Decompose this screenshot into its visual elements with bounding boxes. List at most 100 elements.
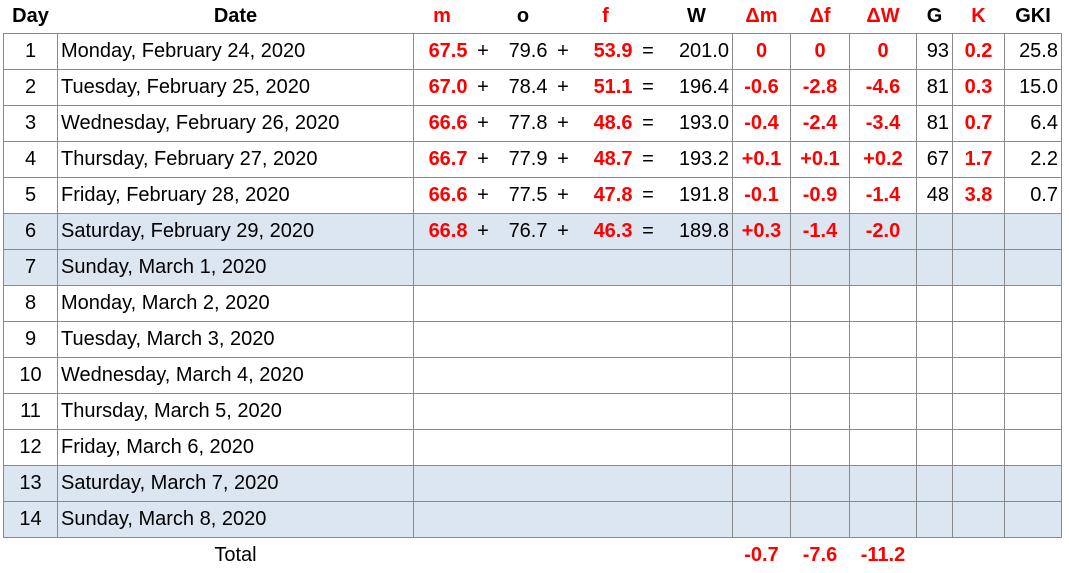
- cell: 2: [3, 69, 58, 106]
- cell: +: [550, 177, 576, 214]
- cell: +0.3: [732, 213, 791, 250]
- header-cell: K: [971, 5, 986, 27]
- cell: Saturday, February 29, 2020: [57, 213, 414, 250]
- cell: -1.4: [849, 177, 917, 214]
- cell: Sunday, March 1, 2020: [57, 249, 414, 286]
- total-row: Total -0.7 -7.6 -11.2: [4, 538, 1062, 573]
- cell: [470, 357, 496, 394]
- cell: 5: [3, 177, 58, 214]
- cell: -0.9: [790, 177, 850, 214]
- cell: =: [635, 141, 661, 178]
- cell: 11: [3, 393, 58, 430]
- cell: [849, 285, 917, 322]
- cell: 66.6: [413, 105, 471, 142]
- cell: [660, 249, 733, 286]
- cell: 14: [3, 501, 58, 538]
- header-cell: Date: [213, 5, 258, 27]
- table-row: 8 Monday, March 2, 2020: [3, 285, 1062, 322]
- cell: 81: [916, 69, 953, 106]
- cell: [952, 285, 1005, 322]
- cell: [550, 357, 576, 394]
- total-cell: [661, 538, 733, 573]
- cell: [952, 429, 1005, 466]
- total-cell: [953, 538, 1005, 573]
- cell: 196.4: [660, 69, 733, 106]
- cell: 79.6: [495, 33, 551, 70]
- cell: 93: [916, 33, 953, 70]
- total-cell: -11.2: [860, 543, 906, 566]
- cell: [495, 393, 551, 430]
- cell: [660, 501, 733, 538]
- cell: [1004, 285, 1062, 322]
- cell: 201.0: [660, 33, 733, 70]
- cell: Monday, February 24, 2020: [57, 33, 414, 70]
- cell: Tuesday, February 25, 2020: [57, 69, 414, 106]
- cell: [952, 249, 1005, 286]
- header-cell: Δf: [809, 5, 831, 27]
- cell: 0: [790, 33, 850, 70]
- cell: =: [635, 213, 661, 250]
- total-cell: -7.6: [802, 543, 838, 566]
- header-cell: [636, 0, 661, 34]
- cell: [635, 465, 661, 502]
- header-row: Day Date m o f W Δm Δf ΔW G K GKI: [4, 0, 1062, 34]
- cell: [849, 321, 917, 358]
- cell: [916, 393, 953, 430]
- cell: [916, 249, 953, 286]
- header-cell: Δm: [745, 5, 778, 27]
- cell: 10: [3, 357, 58, 394]
- cell: [732, 465, 791, 502]
- cell: [660, 285, 733, 322]
- cell: 47.8: [575, 177, 636, 214]
- cell: [575, 429, 636, 466]
- cell: +: [470, 69, 496, 106]
- cell: 8: [3, 285, 58, 322]
- cell: [413, 321, 471, 358]
- cell: -1.4: [790, 213, 850, 250]
- cell: [1004, 501, 1062, 538]
- cell: 0.2: [952, 33, 1005, 70]
- cell: [952, 393, 1005, 430]
- cell: 6.4: [1004, 105, 1062, 142]
- cell: [550, 249, 576, 286]
- cell: 1.7: [952, 141, 1005, 178]
- cell: [1004, 213, 1062, 250]
- cell: =: [635, 33, 661, 70]
- cell: [1004, 357, 1062, 394]
- cell: Thursday, March 5, 2020: [57, 393, 414, 430]
- total-cell: [576, 538, 636, 573]
- cell: -2.8: [790, 69, 850, 106]
- total-cell: [496, 538, 551, 573]
- cell: [1004, 465, 1062, 502]
- cell: +: [470, 213, 496, 250]
- cell: Saturday, March 7, 2020: [57, 465, 414, 502]
- cell: [550, 465, 576, 502]
- cell: [550, 321, 576, 358]
- table-row: 5 Friday, February 28, 2020 66.6 +77.5 +47.8…: [3, 177, 1062, 214]
- cell: [732, 321, 791, 358]
- cell: [916, 465, 953, 502]
- cell: =: [635, 69, 661, 106]
- cell: 3: [3, 105, 58, 142]
- cell: 6: [3, 213, 58, 250]
- cell: [575, 357, 636, 394]
- cell: [550, 285, 576, 322]
- cell: [635, 321, 661, 358]
- cell: 67.0: [413, 69, 471, 106]
- cell: 189.8: [660, 213, 733, 250]
- cell: 13: [3, 465, 58, 502]
- cell: +: [550, 213, 576, 250]
- table-row: 13 Saturday, March 7, 2020: [3, 465, 1062, 502]
- cell: [575, 249, 636, 286]
- cell: [849, 501, 917, 538]
- cell: [1004, 321, 1062, 358]
- weight-table: Day Date m o f W Δm Δf ΔW G K GKI 1 Monday, February …: [3, 0, 1062, 572]
- header-cell: GKI: [1015, 5, 1051, 27]
- cell: [550, 429, 576, 466]
- cell: 67: [916, 141, 953, 178]
- table-row: 4 Thursday, February 27, 2020 66.7 +77.9 +48…: [3, 141, 1062, 178]
- cell: [790, 429, 850, 466]
- cell: [470, 393, 496, 430]
- header-cell: o: [516, 5, 530, 27]
- cell: [550, 501, 576, 538]
